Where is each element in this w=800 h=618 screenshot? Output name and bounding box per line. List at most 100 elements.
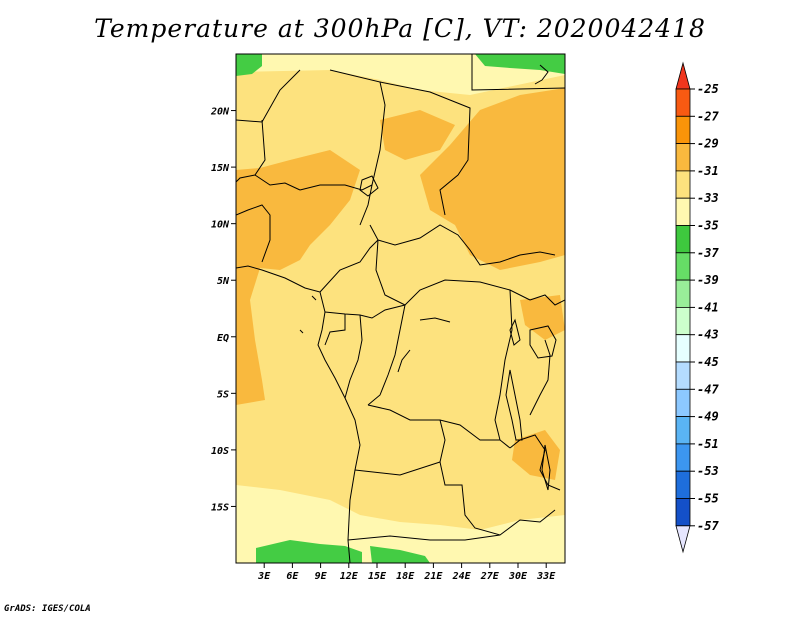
border-line xyxy=(319,239,379,293)
border-line xyxy=(236,69,301,123)
colorbar-segment xyxy=(675,279,691,308)
border-line xyxy=(347,534,501,541)
field-region-29-31-lakes xyxy=(520,295,565,340)
lake-chad-outline xyxy=(359,175,379,197)
lon-tick-label: 12E xyxy=(340,571,359,582)
border-line xyxy=(324,304,406,319)
colorbar-segment xyxy=(675,252,691,281)
field-region-33-35-north xyxy=(236,54,565,95)
colorbar-segment xyxy=(675,88,691,117)
colorbar-label: -25 xyxy=(697,82,719,96)
colorbar-segment xyxy=(675,225,691,254)
lat-tick-label: EQ xyxy=(217,333,229,344)
field-region-35-37-south xyxy=(256,540,362,563)
map-frame xyxy=(235,53,566,564)
lat-tick-label: 15S xyxy=(211,502,229,513)
lakes-and-coast-detail xyxy=(299,64,557,491)
lon-tick-label: 21E xyxy=(423,571,443,582)
colorbar-label: -47 xyxy=(697,382,719,396)
colorbar-label: -33 xyxy=(697,191,719,205)
field-region-29-31-west xyxy=(236,150,360,405)
colorbar-segment xyxy=(675,115,691,145)
lon-tick-label: 15E xyxy=(368,571,387,582)
field-region-29-31-east xyxy=(420,88,565,270)
river-outline xyxy=(397,349,411,373)
border-line xyxy=(367,304,406,406)
colorbar-segment xyxy=(675,388,691,417)
lake-malawi-outline xyxy=(541,444,551,491)
colorbar-segment xyxy=(675,170,691,199)
colorbar-label: -51 xyxy=(697,437,719,451)
colorbar-label: -29 xyxy=(697,137,719,151)
colorbar-label: -53 xyxy=(697,464,719,478)
border-line xyxy=(379,81,471,216)
field-region-35-37-south-2 xyxy=(370,546,430,563)
colorbar-segment xyxy=(675,306,691,336)
colorbar-label: -55 xyxy=(697,492,719,506)
lon-tick-label: 24E xyxy=(452,571,472,582)
colorbar-segment xyxy=(675,361,691,390)
border-line xyxy=(254,174,301,191)
lat-tick-label: 10S xyxy=(211,446,229,457)
border-line xyxy=(375,239,531,306)
colorbar-segment xyxy=(675,143,691,172)
lon-tick-label: 30E xyxy=(508,571,528,582)
colorbar-segment xyxy=(675,197,691,226)
border-line xyxy=(494,289,513,449)
border-line xyxy=(236,265,361,563)
field-region-35-37-north xyxy=(236,54,262,76)
river-outline xyxy=(419,317,451,323)
map-title: Temperature at 300hPa [C], VT: 202004241… xyxy=(94,14,706,43)
lat-tick-label: 15N xyxy=(211,163,230,174)
temperature-field xyxy=(236,54,565,563)
colorbar-label: -43 xyxy=(697,328,719,342)
lake-albert-outline xyxy=(509,318,521,346)
lake-victoria-outline xyxy=(529,325,557,359)
colorbar-segment xyxy=(675,416,691,445)
colorbar: -25 -27 -29 -31 -33 -35 -37 -39 -41 -43 -45 -47 -49 -… xyxy=(675,61,719,554)
lat-tick-label: 20N xyxy=(210,107,230,118)
colorbar-label: -45 xyxy=(697,355,719,369)
colorbar-label: -57 xyxy=(697,519,719,533)
border-line xyxy=(369,224,556,266)
colorbar-label: -27 xyxy=(697,109,719,123)
colorbar-label: -31 xyxy=(697,164,719,178)
lon-tick-label: 33E xyxy=(536,571,556,582)
lon-tick-label: 9E xyxy=(315,571,328,582)
lon-tick-label: 18E xyxy=(396,571,415,582)
border-line xyxy=(299,184,373,191)
colorbar-label: -35 xyxy=(697,219,719,233)
lat-tick-label: 5N xyxy=(217,276,230,287)
lon-tick-label: 6E xyxy=(286,571,299,582)
field-region-29-31-central xyxy=(380,110,455,160)
colorbar-label: -37 xyxy=(697,246,719,260)
lon-tick-label: 27E xyxy=(480,571,500,582)
border-line xyxy=(324,314,346,346)
border-line xyxy=(529,294,565,306)
island-outline xyxy=(299,329,304,334)
colorbar-label: -41 xyxy=(697,300,719,314)
colorbar-bottom-arrow xyxy=(675,525,691,554)
coast-outline xyxy=(534,64,549,85)
colorbar-segment xyxy=(675,498,691,527)
border-line xyxy=(236,204,271,263)
border-line xyxy=(471,54,565,91)
colorbar-segment xyxy=(675,334,691,363)
lat-tick-label: 5S xyxy=(217,389,229,400)
island-outline xyxy=(311,295,317,301)
border-line xyxy=(439,419,556,536)
field-region-35-37-northeast xyxy=(475,54,565,74)
lat-tick-label: 10N xyxy=(211,220,230,231)
colorbar-top-arrow xyxy=(675,61,691,90)
grads-credit: GrADS: IGES/COLA xyxy=(4,604,91,614)
border-line xyxy=(529,339,551,416)
field-region-29-31-south-east xyxy=(512,430,560,480)
axis-ticks: 20N 15N 10N 5N EQ 5S 10S 15S 3E 6E 9E 12E 15E 18E 21E 2… xyxy=(210,107,556,582)
lake-tanganyika-outline xyxy=(505,369,523,441)
border-line xyxy=(344,314,363,399)
colorbar-segment xyxy=(675,470,691,499)
colorbar-label: -39 xyxy=(697,273,719,287)
colorbar-label: -49 xyxy=(697,410,719,424)
colorbar-segment xyxy=(675,443,691,472)
